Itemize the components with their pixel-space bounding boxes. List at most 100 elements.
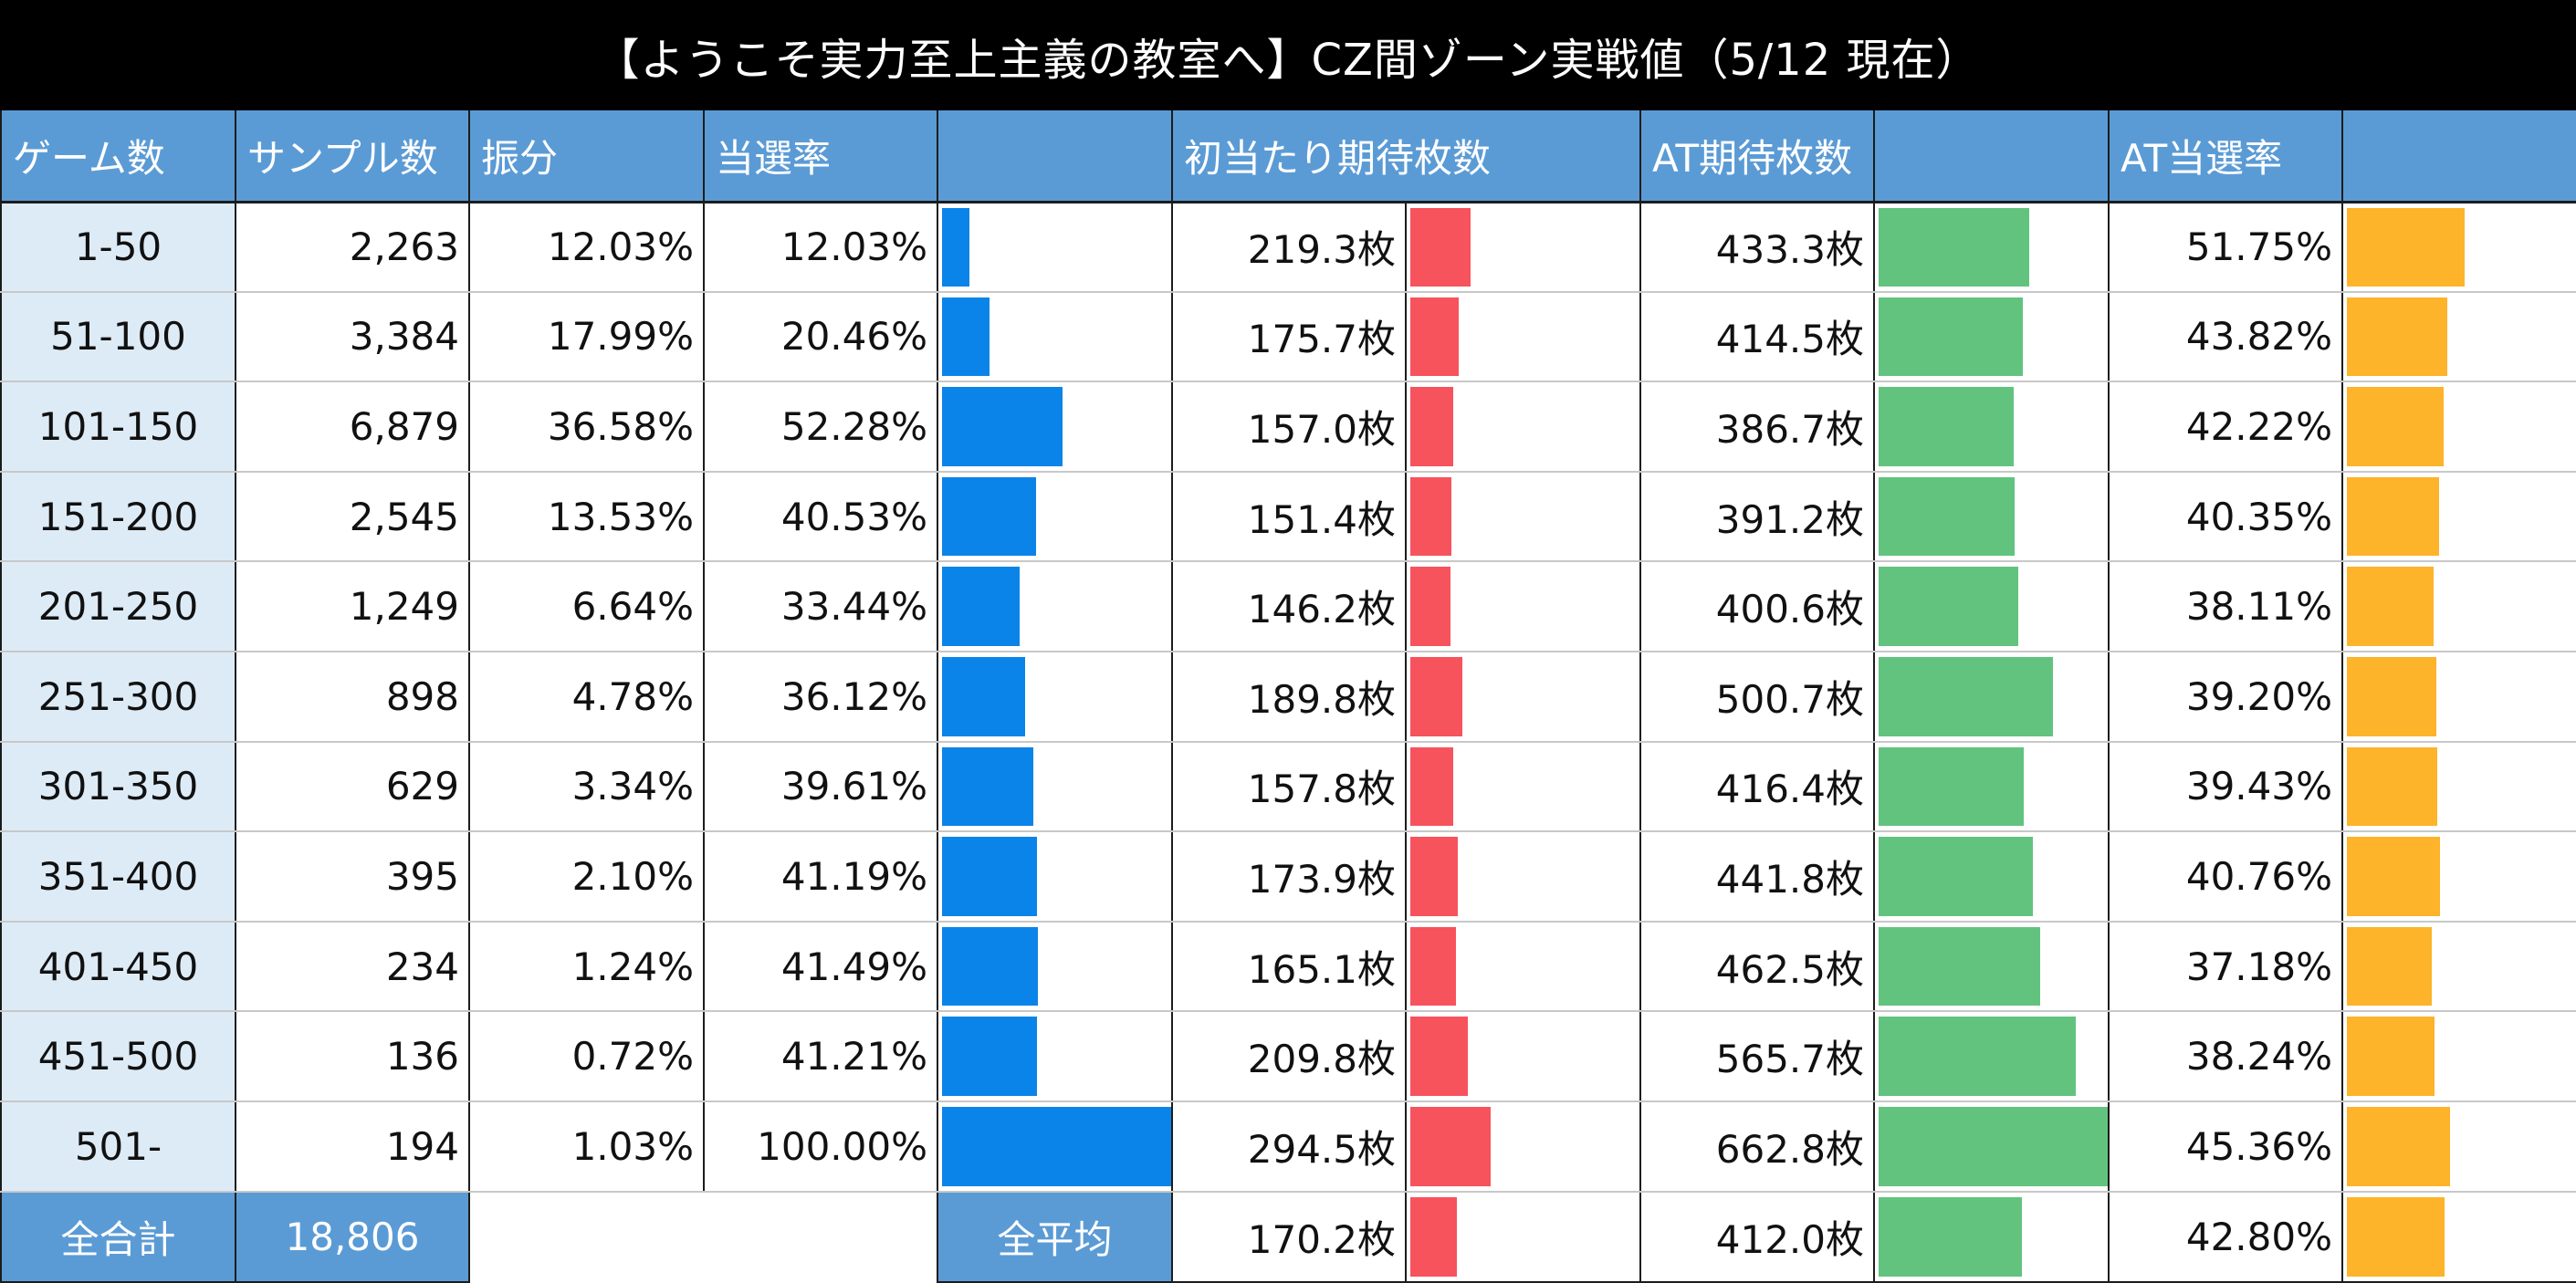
at-win-rate-value: 40.35% <box>2108 471 2344 563</box>
initial-expected-bar-cell <box>1404 381 1642 473</box>
initial-expected-bar <box>1410 207 1471 287</box>
at-win-rate-bar <box>2347 297 2447 377</box>
at-win-rate-bar-cell <box>2341 1011 2576 1102</box>
at-expected-bar-cell <box>1873 1100 2110 1193</box>
at-expected-value: 416.4枚 <box>1639 741 1876 833</box>
distribution-value: 1.24% <box>468 921 705 1013</box>
at-expected-bar-cell <box>1873 831 2110 923</box>
at-expected-bar-cell <box>1873 651 2110 743</box>
at-win-rate-bar-cell <box>2341 831 2576 923</box>
game-range: 501- <box>0 1100 236 1193</box>
initial-expected-value: 157.8枚 <box>1171 741 1407 833</box>
initial-expected-value: 173.9枚 <box>1171 831 1407 923</box>
win-rate-bar-cell <box>937 202 1173 293</box>
win-rate-bar <box>942 746 1034 827</box>
win-rate-value: 40.53% <box>703 471 938 563</box>
at-expected-value: 433.3枚 <box>1639 202 1876 293</box>
sample-count: 1,249 <box>235 561 470 652</box>
at-win-rate-value: 51.75% <box>2108 202 2344 293</box>
win-rate-value: 20.46% <box>703 291 938 383</box>
table-row: 251-300 898 4.78% 36.12% 189.8枚 500.7枚 39.20% <box>0 651 2576 743</box>
game-range: 301-350 <box>0 741 236 833</box>
win-rate-value: 33.44% <box>703 561 938 652</box>
at-win-rate-bar <box>2347 837 2440 916</box>
table-row: 151-200 2,545 13.53% 40.53% 151.4枚 391.2枚 40.3… <box>0 471 2576 563</box>
at-expected-value: 441.8枚 <box>1639 831 1876 923</box>
at-win-rate-bar-cell <box>2341 381 2576 473</box>
win-rate-bar <box>942 387 1063 466</box>
game-range: 101-150 <box>0 381 236 473</box>
game-range: 251-300 <box>0 651 236 743</box>
at-win-rate-bar-cell <box>2341 561 2576 652</box>
at-expected-bar <box>1879 297 2024 377</box>
header-initial-expected: 初当たり期待枚数 <box>1170 110 1642 203</box>
win-rate-value: 12.03% <box>703 202 938 293</box>
initial-expected-bar <box>1410 387 1454 466</box>
average-at-win-rate-bar <box>2347 1196 2445 1277</box>
initial-expected-bar <box>1410 837 1459 916</box>
at-expected-bar <box>1879 1017 2076 1096</box>
blank-cell <box>704 1191 937 1282</box>
game-range: 201-250 <box>0 561 236 652</box>
table-row: 451-500 136 0.72% 41.21% 209.8枚 565.7枚 38.24% <box>0 1011 2576 1102</box>
at-expected-bar <box>1879 656 2054 736</box>
table-row: 201-250 1,249 6.64% 33.44% 146.2枚 400.6枚 38.11… <box>0 561 2576 652</box>
distribution-value: 36.58% <box>468 381 705 473</box>
initial-expected-bar-cell <box>1404 741 1642 833</box>
distribution-value: 4.78% <box>468 651 705 743</box>
cz-zone-table: ゲーム数 サンプル数 振分 当選率 初当たり期待枚数 AT期待枚数 AT当選率 … <box>0 110 2576 1283</box>
average-at-expected-bar <box>1879 1196 2023 1277</box>
sample-count: 898 <box>235 651 470 743</box>
at-expected-value: 400.6枚 <box>1639 561 1876 652</box>
table-row: 101-150 6,879 36.58% 52.28% 157.0枚 386.7枚 42.2… <box>0 381 2576 473</box>
initial-expected-bar <box>1410 746 1454 827</box>
initial-expected-bar-cell <box>1404 921 1642 1013</box>
initial-expected-bar <box>1410 297 1459 377</box>
initial-expected-bar <box>1410 476 1452 557</box>
win-rate-bar <box>942 567 1020 646</box>
at-win-rate-value: 37.18% <box>2108 921 2344 1013</box>
initial-expected-bar <box>1410 656 1462 736</box>
at-win-rate-value: 42.22% <box>2108 381 2344 473</box>
at-win-rate-value: 38.11% <box>2108 561 2344 652</box>
header-at-win-rate: AT当選率 <box>2108 110 2344 203</box>
win-rate-value: 52.28% <box>703 381 938 473</box>
at-win-rate-bar <box>2347 926 2432 1007</box>
header-at-win-rate-bar <box>2341 110 2576 203</box>
at-expected-value: 500.7枚 <box>1639 651 1876 743</box>
at-win-rate-bar <box>2347 207 2466 287</box>
game-range: 401-450 <box>0 921 236 1013</box>
at-win-rate-bar-cell <box>2341 741 2576 833</box>
win-rate-bar <box>942 207 970 287</box>
win-rate-bar-cell <box>937 921 1173 1013</box>
win-rate-bar-cell <box>937 561 1173 652</box>
initial-expected-value: 146.2枚 <box>1171 561 1407 652</box>
blank-cell <box>469 1191 704 1282</box>
average-label: 全平均 <box>937 1191 1173 1283</box>
at-win-rate-value: 43.82% <box>2108 291 2344 383</box>
at-win-rate-bar-cell <box>2341 921 2576 1013</box>
win-rate-bar-cell <box>937 471 1173 563</box>
win-rate-bar <box>942 926 1038 1007</box>
sample-count: 6,879 <box>235 381 470 473</box>
at-expected-bar <box>1879 387 2014 466</box>
at-expected-bar <box>1879 837 2033 916</box>
at-win-rate-bar-cell <box>2341 202 2576 293</box>
at-expected-bar <box>1879 476 2016 557</box>
win-rate-value: 39.61% <box>703 741 938 833</box>
at-expected-bar-cell <box>1873 291 2110 383</box>
average-at-expected-bar-cell <box>1873 1191 2110 1283</box>
total-samples: 18,806 <box>235 1191 470 1283</box>
distribution-value: 0.72% <box>468 1011 705 1102</box>
at-expected-bar-cell <box>1873 202 2110 293</box>
game-range: 351-400 <box>0 831 236 923</box>
table-row: 401-450 234 1.24% 41.49% 165.1枚 462.5枚 37.18% <box>0 921 2576 1013</box>
at-expected-bar <box>1879 746 2024 827</box>
at-win-rate-bar <box>2347 1017 2435 1096</box>
total-label: 全合計 <box>0 1191 236 1283</box>
initial-expected-bar <box>1410 1017 1468 1096</box>
initial-expected-bar-cell <box>1404 291 1642 383</box>
sample-count: 136 <box>235 1011 470 1102</box>
initial-expected-bar <box>1410 1106 1492 1186</box>
table-row: 501- 194 1.03% 100.00% 294.5枚 662.8枚 45.36% <box>0 1100 2576 1193</box>
